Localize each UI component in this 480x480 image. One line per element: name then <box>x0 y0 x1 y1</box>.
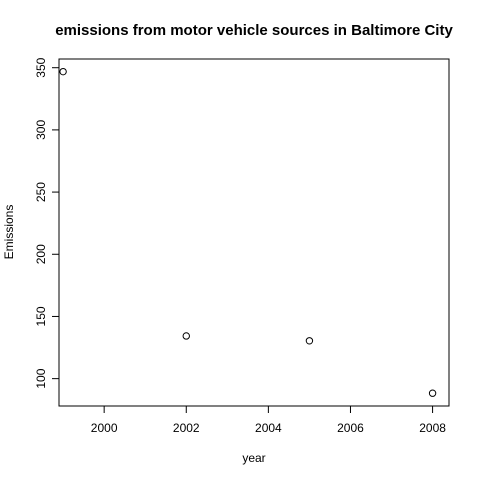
y-tick-label: 150 <box>34 306 48 326</box>
plot-area <box>58 58 450 407</box>
x-tick-label: 2004 <box>255 421 282 435</box>
x-tick-label: 2000 <box>91 421 118 435</box>
x-axis: 2000 2002 2004 2006 2008 <box>91 405 446 435</box>
y-axis-label: Emissions <box>2 205 16 260</box>
y-tick-label: 250 <box>34 182 48 202</box>
data-points <box>59 67 437 397</box>
data-point <box>428 389 437 397</box>
y-tick-label: 100 <box>34 368 48 388</box>
chart-title: emissions from motor vehicle sources in … <box>55 22 453 39</box>
data-point <box>305 337 314 345</box>
data-point <box>59 67 67 76</box>
x-axis-label: year <box>242 451 265 465</box>
y-axis: 100 150 200 250 300 350 <box>34 57 60 389</box>
x-tick-label: 2002 <box>173 421 200 435</box>
data-point <box>182 332 190 340</box>
x-tick-label: 2008 <box>419 421 446 435</box>
y-tick-label: 350 <box>34 57 48 77</box>
x-tick-label: 2006 <box>337 421 364 435</box>
y-tick-label: 300 <box>34 120 48 140</box>
y-tick-label: 200 <box>34 244 48 264</box>
